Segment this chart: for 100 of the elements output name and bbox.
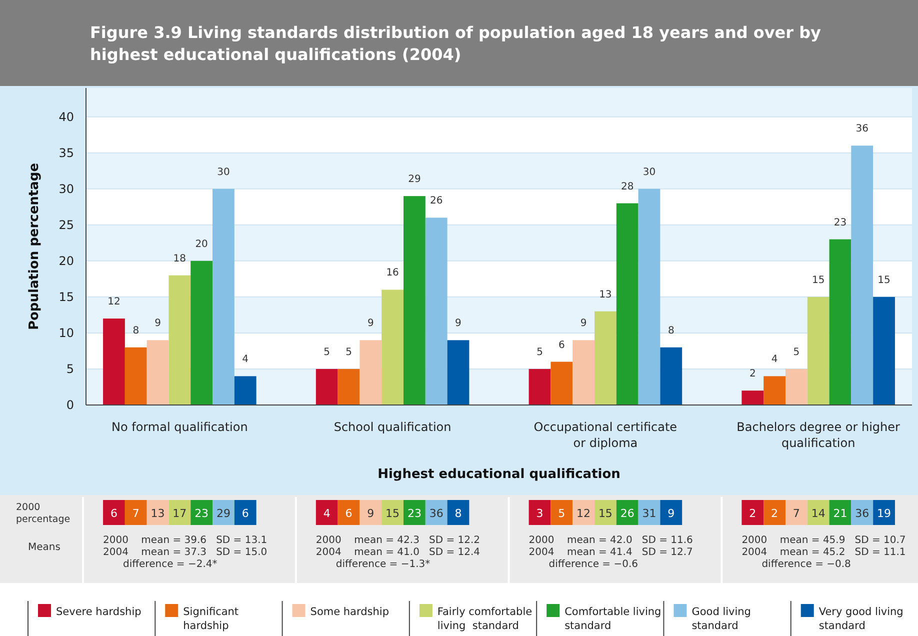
data-label: 4 (771, 354, 778, 366)
data-label: 9 (367, 318, 374, 330)
data-label: 28 (620, 181, 634, 192)
text: 23 (407, 507, 422, 520)
data-label: 12 (108, 296, 120, 308)
y-tick-label: 5 (66, 362, 74, 376)
text: 21 (833, 507, 848, 520)
legend-label: Severe hardship (56, 606, 142, 618)
bar (234, 376, 256, 405)
bar (316, 368, 338, 405)
text: difference = −0.8 (762, 559, 851, 570)
text: 2000 mean = 45.9 SD = 10.7 (742, 535, 906, 546)
bar (146, 340, 169, 405)
x-tick-label: School qualification (334, 420, 452, 434)
x-tick-label: No formal qualification (111, 420, 248, 434)
bar (124, 347, 147, 405)
bar (447, 340, 470, 405)
y-tick-label: 0 (66, 398, 74, 412)
text: 7 (792, 507, 800, 520)
data-label: 9 (580, 318, 587, 330)
data-label: 9 (455, 318, 462, 330)
bar (616, 203, 638, 405)
text: 26 (620, 507, 634, 520)
legend-label: Some hardship (310, 606, 390, 618)
y-tick-label: 15 (58, 290, 74, 304)
data-label: 23 (834, 217, 847, 228)
data-label: 29 (408, 174, 421, 186)
text: 19 (877, 507, 892, 520)
text: 17 (172, 507, 187, 520)
y-tick-label: 35 (58, 146, 74, 160)
bar (807, 296, 830, 405)
bar (528, 368, 551, 405)
text: 2000 percentage (16, 502, 70, 525)
text: 9 (367, 507, 374, 520)
bar (404, 196, 426, 405)
data-label: 9 (154, 318, 161, 330)
data-label: 5 (536, 346, 543, 358)
text: difference = −2.4* (123, 559, 218, 570)
data-label: 5 (346, 346, 352, 358)
text: 2 (749, 507, 756, 520)
bar (212, 188, 234, 405)
bar (764, 376, 786, 405)
bar (550, 362, 573, 405)
bar (829, 239, 852, 405)
x-axis-title: Highest educational qualification (378, 467, 620, 482)
text: 2004 mean = 41.0 SD = 12.4 (316, 547, 480, 558)
text: 8 (454, 507, 462, 520)
data-label: 20 (195, 238, 208, 250)
text: 15 (386, 507, 400, 520)
text: 36 (429, 507, 444, 520)
text: 13 (150, 507, 165, 520)
text: 9 (668, 507, 675, 520)
text: 31 (642, 507, 656, 520)
y-axis-title: Population percentage (27, 162, 42, 330)
text: 7 (132, 507, 140, 520)
y-tick-label: 25 (58, 218, 74, 232)
data-label: 4 (242, 354, 249, 366)
text: 6 (110, 507, 118, 520)
text: 29 (216, 507, 230, 520)
text: difference = −1.3* (336, 559, 430, 570)
bar (338, 368, 360, 405)
data-label: 26 (430, 196, 443, 207)
data-label: 30 (217, 166, 230, 178)
text: 2000 mean = 42.3 SD = 12.2 (316, 535, 480, 546)
bar (638, 188, 660, 405)
y-tick-label: 40 (58, 110, 74, 124)
y-tick-label: 20 (58, 254, 74, 268)
data-label: 36 (856, 124, 868, 135)
text: 3 (536, 507, 544, 520)
data-label: 6 (558, 340, 565, 351)
data-label: 15 (812, 274, 825, 286)
bar (190, 260, 213, 405)
legend-label: Significant hardship (183, 606, 239, 632)
x-tick-label: Occupational certificate or diploma (534, 420, 678, 450)
text: 23 (194, 507, 209, 520)
text: 15 (598, 507, 612, 520)
text: 2004 mean = 41.4 SD = 12.7 (528, 547, 693, 558)
y-tick-label: 30 (58, 182, 74, 196)
text: Means (28, 542, 60, 553)
data-label: 2 (749, 368, 756, 380)
data-label: 15 (878, 274, 890, 286)
data-label: 8 (668, 325, 674, 336)
legend-label: Fairly comfortable living standard (437, 606, 532, 632)
text: 4 (323, 507, 330, 520)
legend-label: Good living standard (692, 606, 751, 632)
bar (572, 340, 594, 405)
text: 6 (345, 507, 352, 520)
text: 6 (242, 507, 249, 520)
data-label: 8 (132, 325, 140, 336)
data-label: 30 (642, 166, 656, 178)
y-tick-label: 10 (58, 326, 74, 340)
text: 14 (811, 507, 826, 520)
text: 2 (771, 507, 778, 520)
text: 2004 mean = 37.3 SD = 15.0 (103, 547, 268, 558)
bar (382, 290, 404, 405)
legend-label: Comfortable living standard (564, 606, 662, 632)
bar (425, 218, 448, 405)
bar (168, 275, 191, 405)
text: 36 (855, 507, 870, 520)
bar (785, 368, 808, 405)
